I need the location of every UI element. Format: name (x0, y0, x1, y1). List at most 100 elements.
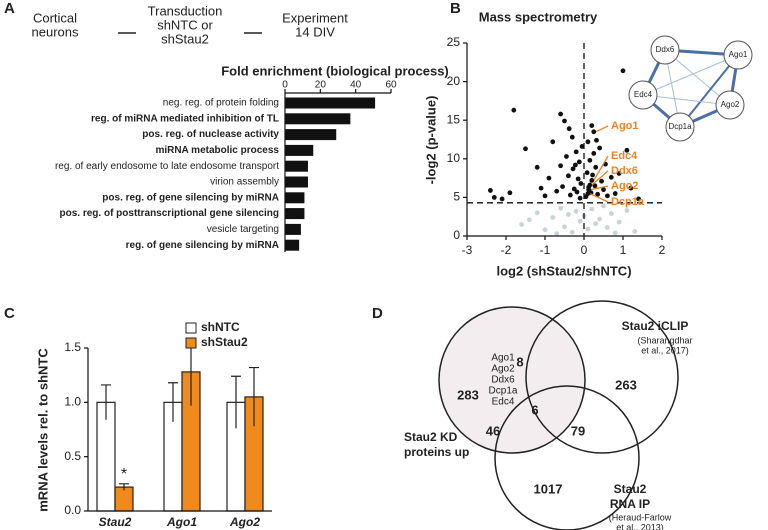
citation: (Heraud-Farlow (609, 512, 672, 522)
point (616, 219, 622, 225)
category-label: vesicle targeting (207, 224, 279, 235)
workflow-step: Experiment (282, 10, 348, 25)
bar (285, 97, 376, 109)
annotation-label: Ago1 (611, 120, 639, 132)
point (616, 171, 622, 176)
point (523, 146, 528, 152)
bar (285, 223, 301, 235)
category-label: reg. of gene silencing by miRNA (126, 240, 279, 251)
y-tick-label: 0.0 (64, 503, 81, 517)
point (558, 163, 563, 169)
point (624, 208, 630, 213)
bar (285, 208, 305, 220)
x-tick-label: -3 (462, 243, 473, 257)
point (566, 211, 571, 217)
region-count: 8 (516, 354, 523, 369)
point (597, 216, 602, 222)
workflow-step: Transduction (148, 3, 223, 18)
annotated-point (587, 182, 593, 188)
annotation-label: Ddx6 (611, 165, 638, 177)
point (511, 107, 517, 113)
point (578, 181, 584, 186)
point (624, 147, 630, 153)
y-axis-label: mRNA levels rel. to shNTC (35, 348, 50, 512)
venn-circle (438, 306, 586, 454)
network-edge (642, 54, 739, 96)
y-tick-label: 1.5 (64, 340, 81, 354)
point (562, 224, 567, 230)
point (592, 183, 598, 189)
point (590, 172, 595, 178)
region-count: 46 (486, 423, 500, 438)
category-label: neg. reg. of protein folding (163, 98, 279, 109)
category-label: reg. of early endosome to late endosome … (55, 161, 279, 172)
workflow-step: shNTC or (157, 17, 213, 32)
y-tick-label: 0.5 (64, 449, 81, 463)
panel-letter: A (4, 0, 15, 17)
point (573, 149, 579, 155)
point (570, 166, 576, 172)
point (558, 111, 563, 117)
point (558, 205, 563, 211)
workflow-step: 14 DIV (295, 24, 335, 39)
network-edge (642, 94, 731, 106)
network-node (628, 80, 658, 110)
annotated-point (586, 187, 592, 193)
venn-circle (494, 385, 640, 530)
point (599, 178, 604, 184)
y-axis-label: -log2 (p-value) (423, 96, 438, 185)
panel-letter: D (372, 305, 383, 322)
x-tick-label: 1 (620, 243, 627, 257)
point (597, 145, 602, 151)
legend-label: shNTC (201, 320, 240, 334)
point (542, 193, 548, 199)
category-label: pos. reg. of posttranscriptional gene si… (60, 208, 279, 219)
workflow-step: shStau2 (161, 31, 209, 46)
point (534, 210, 540, 216)
point (632, 228, 638, 234)
category-label: miRNA metabolic process (155, 145, 279, 156)
error-bar (119, 483, 129, 491)
category-label: reg. of miRNA mediated inhibition of TL (91, 113, 279, 124)
x-tick-label: -1 (540, 243, 551, 257)
y-tick-label: 1.0 (64, 395, 81, 409)
protein-name: Ago2 (491, 364, 515, 375)
region-count: 283 (457, 387, 479, 402)
point (491, 195, 497, 200)
point (569, 229, 575, 235)
point (562, 118, 567, 124)
legend-label: shStau2 (201, 335, 248, 349)
y-tick-label: 15 (447, 112, 461, 126)
network-node (723, 40, 753, 70)
legend-swatch (185, 322, 197, 334)
protein-name: Ddx6 (491, 375, 515, 386)
legend-swatch (185, 337, 197, 349)
bar (285, 113, 351, 125)
x-tick-label: Ago1 (166, 515, 197, 529)
point (585, 139, 591, 145)
workflow-step: neurons (32, 24, 79, 39)
point (573, 208, 579, 214)
network-edge (679, 54, 739, 128)
annotation-label: Dcp1a (611, 196, 645, 208)
point (601, 187, 606, 193)
point (608, 211, 614, 217)
chart-title: Fold enrichment (biological process) (221, 63, 449, 78)
point (584, 170, 590, 176)
x-tick-label: 60 (385, 80, 397, 91)
point (593, 164, 599, 170)
x-tick-label: 20 (315, 80, 327, 91)
point (587, 157, 593, 163)
point (566, 126, 572, 132)
point (574, 189, 580, 195)
category-label: pos. reg. of gene silencing by miRNA (102, 192, 279, 203)
bar (114, 486, 134, 512)
point (576, 159, 582, 165)
point (571, 186, 577, 192)
network-node (715, 90, 745, 120)
y-tick-label: 5 (453, 190, 460, 204)
annotation-arrow (589, 192, 609, 203)
chart-title: Mass spectrometry (479, 9, 598, 24)
x-tick-label: Ago2 (229, 515, 260, 529)
